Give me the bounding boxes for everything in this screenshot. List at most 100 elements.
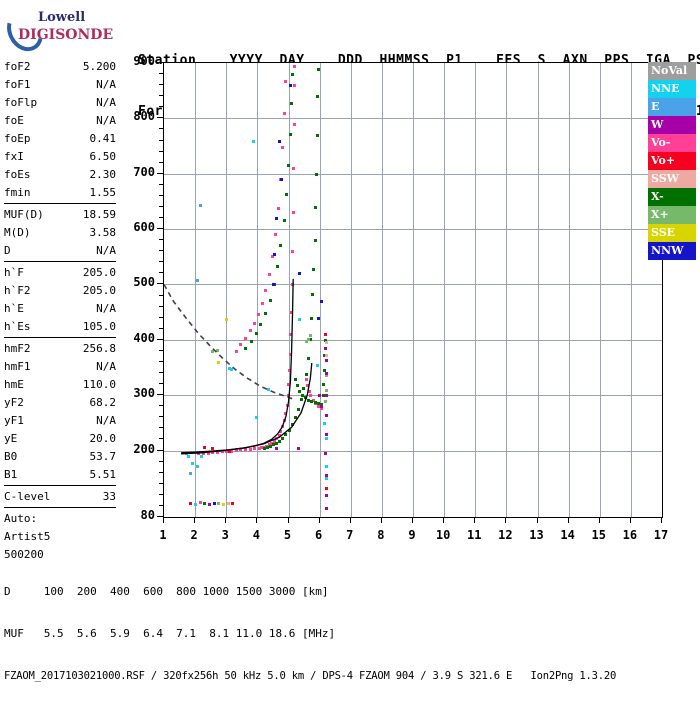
echo-point <box>324 341 328 345</box>
param-row-hf2: h`F2 205.0 <box>4 282 116 300</box>
param-row-yf2: yF2 68.2 <box>4 394 116 412</box>
ionogram-plot[interactable] <box>163 62 663 518</box>
echo-point <box>234 349 238 353</box>
x-axis-tick <box>225 517 227 523</box>
echo-point <box>194 502 198 506</box>
y-axis-minor-tick <box>159 349 163 351</box>
y-axis-minor-tick <box>159 183 163 185</box>
echo-point <box>254 416 258 420</box>
echo-point <box>314 205 318 209</box>
x-axis-tick-label: 16 <box>622 528 638 542</box>
echo-point <box>324 388 328 392</box>
grid-line-vertical <box>444 63 446 517</box>
plot-canvas[interactable] <box>164 63 662 517</box>
legend-item-ssw[interactable]: SSW <box>648 170 696 188</box>
legend-item-sse[interactable]: SSE <box>648 224 696 242</box>
param-key: foF2 <box>4 60 31 73</box>
param-row-hme: hmE 110.0 <box>4 376 116 394</box>
echo-point <box>309 316 313 320</box>
echo-point <box>306 384 310 388</box>
echo-point <box>290 283 294 287</box>
y-axis-minor-tick <box>159 161 163 163</box>
echo-point <box>324 346 328 350</box>
param-key: hmF2 <box>4 342 31 355</box>
echo-point <box>296 446 300 450</box>
model-curve <box>181 363 313 455</box>
echo-point <box>187 455 191 459</box>
echo-point <box>289 101 293 105</box>
param-row-b0: B0 53.7 <box>4 448 116 466</box>
echo-point <box>313 239 317 243</box>
echo-point <box>276 207 280 211</box>
legend-item-nnw[interactable]: NNW <box>648 242 696 260</box>
grid-line-vertical <box>568 63 570 517</box>
echo-point <box>283 111 287 115</box>
y-axis-minor-tick <box>159 383 163 385</box>
y-axis-minor-tick <box>159 84 163 86</box>
param-row-he: h`E N/A <box>4 300 116 318</box>
echo-point <box>289 333 293 337</box>
grid-line-horizontal <box>164 450 662 452</box>
echo-point <box>260 302 264 306</box>
y-axis-minor-tick <box>159 73 163 75</box>
y-axis-tick-label: 700 <box>133 164 155 179</box>
echo-point <box>325 506 329 510</box>
echo-point <box>324 452 328 456</box>
y-axis-minor-tick <box>159 372 163 374</box>
y-axis-minor-tick <box>159 394 163 396</box>
x-axis-tick-label: 13 <box>529 528 544 542</box>
echo-point <box>288 369 292 373</box>
echo-point <box>300 393 304 397</box>
legend-item-w[interactable]: W <box>648 116 696 134</box>
y-axis-minor-tick <box>159 405 163 407</box>
logo-brand-bottom: DIGISONDE <box>18 27 114 43</box>
echo-point <box>234 449 238 452</box>
x-axis-tick <box>505 517 507 523</box>
x-axis-tick <box>412 517 413 523</box>
echo-point <box>324 465 328 469</box>
y-axis-minor-tick <box>159 305 163 307</box>
echo-point <box>249 339 253 343</box>
echo-point <box>292 122 296 126</box>
param-key: yF1 <box>4 414 24 427</box>
y-axis-minor-tick <box>159 217 163 219</box>
echo-point <box>324 359 328 363</box>
echo-point <box>189 501 193 505</box>
echo-point <box>239 448 243 452</box>
grid-line-vertical <box>257 63 259 517</box>
y-axis-minor-tick <box>159 239 163 241</box>
echo-point <box>314 172 318 176</box>
y-axis-minor-tick <box>159 95 163 97</box>
param-value: 1.55 <box>89 186 117 199</box>
param-key: yE <box>4 432 18 445</box>
legend-item-x[interactable]: X- <box>648 188 696 206</box>
param-key: yF2 <box>4 396 24 409</box>
param-row-fof1: foF1 N/A <box>4 76 116 94</box>
echo-point <box>293 64 297 68</box>
legend-item-nne[interactable]: NNE <box>648 80 696 98</box>
ionogram-page: Lowell DIGISONDE Station YYYY DAY DDD HH… <box>0 4 700 682</box>
x-axis-tick <box>163 517 164 523</box>
y-axis-minor-tick <box>159 504 163 506</box>
legend-item-noval[interactable]: NoVal <box>648 62 696 80</box>
legend-item-vo[interactable]: Vo- <box>648 134 696 152</box>
echo-point <box>278 439 282 443</box>
echo-point <box>317 316 321 320</box>
legend-item-e[interactable]: E <box>648 98 696 116</box>
legend-item-vo[interactable]: Vo+ <box>648 152 696 170</box>
grid-line-horizontal <box>164 229 662 231</box>
echo-point <box>309 334 313 338</box>
echo-point <box>325 394 329 398</box>
x-axis-tick-label: 2 <box>190 528 198 542</box>
y-axis-minor-tick <box>159 128 163 130</box>
echo-point <box>228 366 232 370</box>
param-row-b1: B1 5.51 <box>4 466 116 484</box>
echo-point <box>286 163 290 167</box>
grid-line-vertical <box>381 63 383 517</box>
echo-point <box>311 398 315 402</box>
param-value: 5.200 <box>82 60 116 73</box>
param-value: 6.50 <box>89 150 117 163</box>
legend-item-x[interactable]: X+ <box>648 206 696 224</box>
echo-point <box>281 146 285 150</box>
x-axis-tick-label: 7 <box>346 528 354 542</box>
